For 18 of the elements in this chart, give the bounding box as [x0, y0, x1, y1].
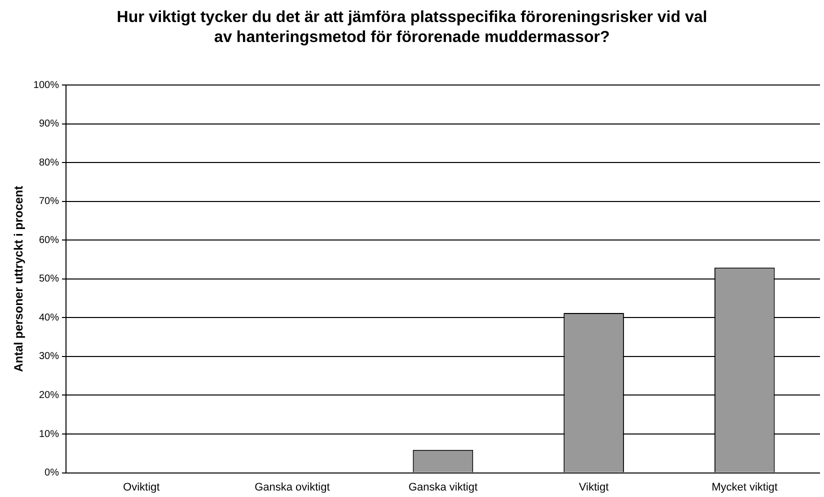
x-tick-label: Viktigt	[578, 481, 609, 494]
y-tick-label: 80%	[38, 157, 60, 168]
chart-title: Hur viktigt tycker du det är att jämföra platsspecifika föroreningsrisker vid val av hanteringsmetod för förorenade muddermassor?	[116, 8, 708, 48]
y-tick-label: 10%	[38, 428, 60, 440]
y-tick-label: 100%	[33, 80, 60, 91]
x-tick-label: Ganska oviktigt	[254, 481, 330, 494]
y-tick-label: 40%	[38, 312, 60, 324]
y-tick-label: 50%	[38, 274, 60, 285]
x-tick-label: Mycket viktigt	[712, 481, 778, 494]
y-tick-label: 70%	[38, 196, 60, 208]
y-tick-label: 90%	[38, 118, 60, 130]
y-tick-label: 30%	[38, 351, 60, 362]
x-tick-label: Ganska viktigt	[408, 481, 478, 494]
y-tick-label: 20%	[38, 390, 60, 401]
y-tick-label: 0%	[44, 468, 60, 479]
y-axis-title: Antal personer uttryckt i procent	[12, 186, 26, 372]
y-tick-label: 60%	[38, 234, 60, 246]
x-tick-label: Oviktigt	[123, 481, 160, 494]
